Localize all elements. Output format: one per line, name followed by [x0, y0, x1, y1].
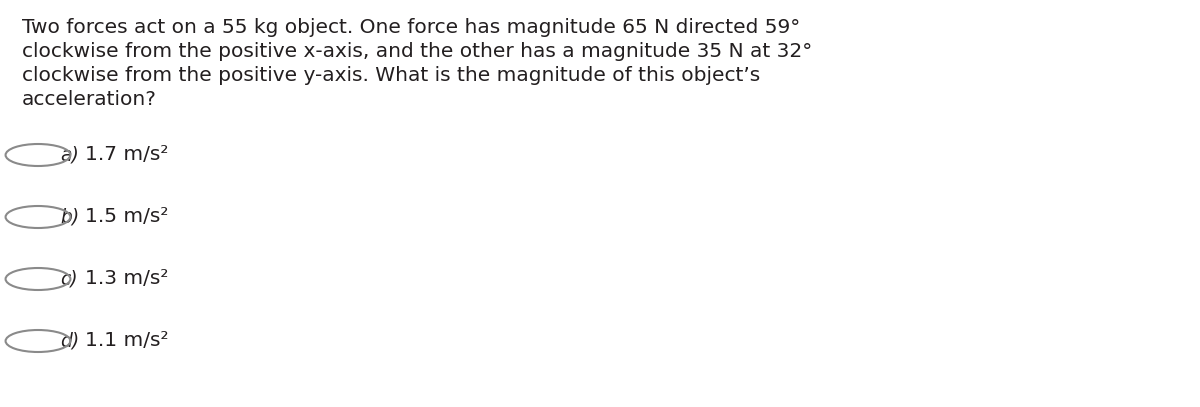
Text: 1.7 m/s²: 1.7 m/s² — [85, 145, 168, 164]
Text: clockwise from the positive x-axis, and the other has a magnitude 35 N at 32°: clockwise from the positive x-axis, and … — [22, 42, 812, 61]
Text: b): b) — [60, 208, 79, 227]
Text: clockwise from the positive y-axis. What is the magnitude of this object’s: clockwise from the positive y-axis. What… — [22, 66, 761, 85]
Text: 1.3 m/s²: 1.3 m/s² — [85, 269, 168, 289]
Text: 1.5 m/s²: 1.5 m/s² — [85, 208, 168, 227]
Text: acceleration?: acceleration? — [22, 90, 157, 109]
Text: a): a) — [60, 145, 79, 164]
Text: c): c) — [60, 269, 78, 289]
Text: 1.1 m/s²: 1.1 m/s² — [85, 331, 168, 350]
Text: d): d) — [60, 331, 79, 350]
Text: Two forces act on a 55 kg object. One force has magnitude 65 N directed 59°: Two forces act on a 55 kg object. One fo… — [22, 18, 800, 37]
